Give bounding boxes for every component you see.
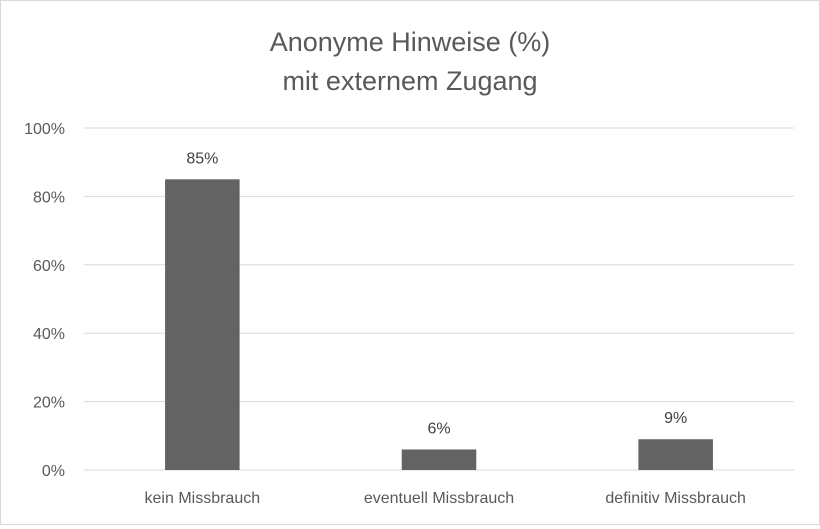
y-tick-label-80: 80% bbox=[33, 189, 65, 206]
y-tick-label-100: 100% bbox=[24, 121, 65, 138]
chart-title: Anonyme Hinweise (%) mit externem Zugang bbox=[270, 27, 551, 96]
y-tick-label-0: 0% bbox=[42, 463, 65, 480]
bar-1 bbox=[165, 179, 240, 471]
y-tick-label-20: 20% bbox=[33, 395, 65, 412]
y-tick-label-60: 60% bbox=[33, 258, 65, 275]
x-axis-tick-labels: kein Missbrauch eventuell Missbrauch defin… bbox=[145, 490, 746, 507]
bar-3 bbox=[638, 439, 713, 470]
x-tick-label-3: definitiv Missbrauch bbox=[605, 490, 746, 507]
chart-title-line-2: mit externem Zugang bbox=[282, 66, 537, 96]
bars bbox=[165, 179, 713, 471]
data-label-1: 85% bbox=[186, 150, 218, 167]
y-axis-tick-labels: 0% 20% 40% 60% 80% 100% bbox=[24, 121, 65, 480]
y-tick-label-40: 40% bbox=[33, 326, 65, 343]
chart-title-line-1: Anonyme Hinweise (%) bbox=[270, 27, 551, 57]
data-label-3: 9% bbox=[664, 410, 687, 427]
data-label-2: 6% bbox=[427, 420, 450, 437]
x-tick-label-2: eventuell Missbrauch bbox=[364, 490, 514, 507]
x-tick-label-1: kein Missbrauch bbox=[145, 490, 261, 507]
bar-2 bbox=[401, 449, 477, 470]
data-labels: 85% 6% 9% bbox=[186, 150, 687, 437]
